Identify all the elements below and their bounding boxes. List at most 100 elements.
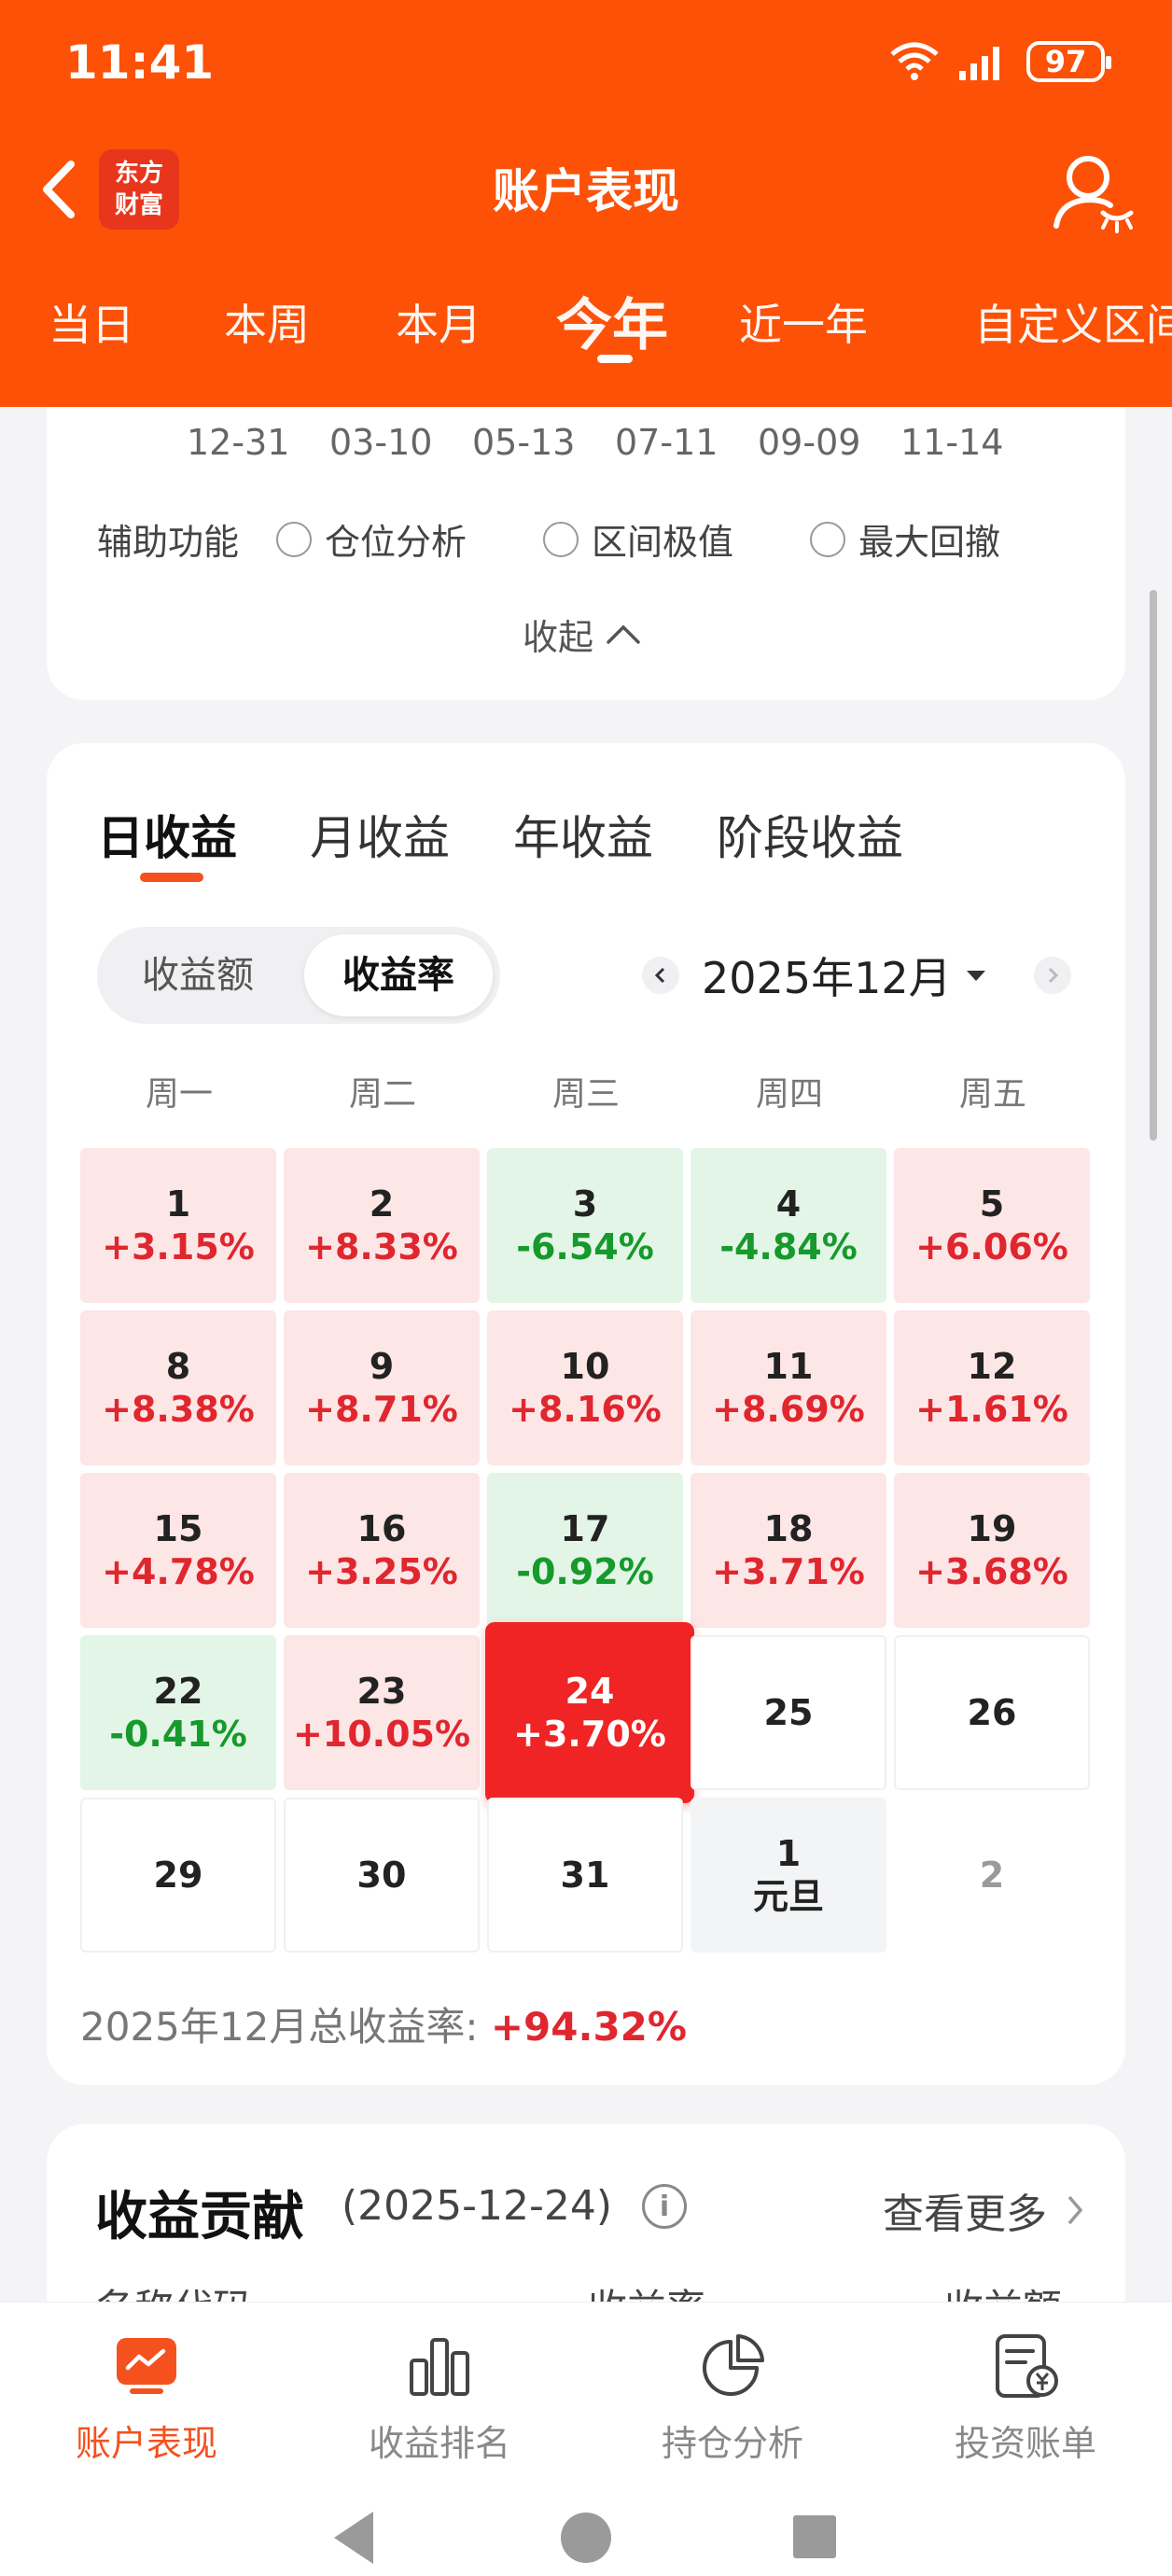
x-tick-label: 09-09 <box>758 422 861 463</box>
day-return: -4.84% <box>719 1226 858 1267</box>
subtab-daily[interactable]: 日收益 <box>97 811 237 865</box>
collapse-button[interactable]: 收起 <box>523 609 642 660</box>
radio-icon[interactable] <box>543 521 579 557</box>
system-back-icon <box>334 2512 373 2564</box>
day-number: 8 <box>165 1346 191 1387</box>
calendar-day[interactable]: 30 <box>284 1798 480 1953</box>
calendar-day[interactable]: 2 <box>894 1798 1090 1953</box>
tab-last-year[interactable]: 近一年 <box>739 300 868 350</box>
day-number: 25 <box>763 1692 814 1733</box>
day-number: 1 <box>165 1183 191 1225</box>
calendar-day[interactable]: 10 +8.16% <box>487 1310 683 1465</box>
aux-option-max-drawdown[interactable]: 最大回撤 <box>810 513 1000 565</box>
day-number: 17 <box>560 1508 610 1549</box>
tab-this-week[interactable]: 本周 <box>224 300 310 350</box>
calendar-day[interactable]: 12 +1.61% <box>894 1310 1090 1465</box>
day-return: +8.38% <box>102 1389 255 1430</box>
calendar-day[interactable]: 17 -0.92% <box>487 1473 683 1628</box>
calendar-day[interactable]: 1 元旦 <box>691 1798 886 1953</box>
prev-month-button[interactable] <box>642 957 679 994</box>
weekday-label: 周三 <box>551 1075 620 1113</box>
calendar-day-selected[interactable]: 24 +3.70% <box>485 1622 694 1803</box>
tab-this-month[interactable]: 本月 <box>396 300 481 350</box>
radio-icon[interactable] <box>810 521 846 557</box>
day-return: +3.68% <box>915 1551 1068 1592</box>
calendar-day[interactable]: 22 -0.41% <box>80 1635 276 1790</box>
nav-investment-bill[interactable]: 投资账单 <box>909 2331 1142 2466</box>
calendar-day[interactable]: 3 -6.54% <box>487 1148 683 1303</box>
subtab-monthly[interactable]: 月收益 <box>310 811 450 865</box>
calendar-day[interactable]: 23 +10.05% <box>284 1635 480 1790</box>
day-number: 30 <box>356 1855 407 1896</box>
scrollbar[interactable] <box>1150 590 1157 1141</box>
nav-label: 投资账单 <box>954 2423 1096 2464</box>
app-logo: 东方 财富 <box>99 149 179 230</box>
day-return: +8.16% <box>509 1389 662 1430</box>
day-return: +8.71% <box>305 1389 458 1430</box>
day-number: 11 <box>763 1346 814 1387</box>
metric-toggle: 收益额 收益率 <box>97 927 500 1024</box>
x-tick-label: 11-14 <box>900 422 1004 463</box>
radio-icon[interactable] <box>276 521 313 557</box>
day-return: +3.25% <box>305 1551 458 1592</box>
next-month-button[interactable] <box>1033 957 1071 994</box>
month-selector[interactable]: 2025年12月 <box>702 953 952 1003</box>
subtab-period[interactable]: 阶段收益 <box>717 811 903 865</box>
calendar-day[interactable]: 9 +8.71% <box>284 1310 480 1465</box>
toggle-rate[interactable]: 收益率 <box>304 934 493 1016</box>
caret-down-icon[interactable] <box>966 970 985 981</box>
nav-holdings-analysis[interactable]: 持仓分析 <box>616 2331 849 2466</box>
weekday-label: 周一 <box>145 1075 213 1113</box>
day-number: 3 <box>572 1183 598 1225</box>
calendar-day[interactable]: 29 <box>80 1798 276 1953</box>
day-number: 23 <box>356 1671 407 1712</box>
day-number: 19 <box>967 1508 1017 1549</box>
month-navigator: 2025年12月 <box>642 943 1071 1008</box>
calendar-day[interactable]: 11 +8.69% <box>691 1310 886 1465</box>
user-privacy-icon[interactable] <box>1051 149 1135 233</box>
calendar-day[interactable]: 31 <box>487 1798 683 1953</box>
tab-today[interactable]: 当日 <box>49 300 134 350</box>
calendar-day[interactable]: 18 +3.71% <box>691 1473 886 1628</box>
day-number: 2 <box>369 1183 395 1225</box>
calendar-day[interactable]: 15 +4.78% <box>80 1473 276 1628</box>
aux-option-position[interactable]: 仓位分析 <box>276 513 467 565</box>
day-return: -0.92% <box>516 1551 654 1592</box>
calendar-day[interactable]: 25 <box>691 1635 886 1790</box>
weekday-label: 周二 <box>348 1075 416 1113</box>
subtab-yearly[interactable]: 年收益 <box>513 811 653 865</box>
pie-chart-icon <box>703 2334 764 2396</box>
nav-return-ranking[interactable]: 收益排名 <box>323 2331 556 2466</box>
calendar-day[interactable]: 2 +8.33% <box>284 1148 480 1303</box>
calendar-day[interactable]: 26 <box>894 1635 1090 1790</box>
see-more-label: 查看更多 <box>883 2191 1047 2238</box>
calendar-day[interactable]: 1 +3.15% <box>80 1148 276 1303</box>
day-number: 16 <box>356 1508 407 1549</box>
weekday-label: 周五 <box>958 1075 1026 1113</box>
chevron-up-icon <box>607 624 640 644</box>
system-home-icon <box>561 2513 611 2563</box>
logo-line1: 东方 <box>114 160 163 188</box>
see-more-link[interactable]: 查看更多 <box>883 2180 1084 2240</box>
tab-custom-range[interactable]: 自定义区间 <box>974 300 1172 350</box>
aux-option-range-extreme[interactable]: 区间极值 <box>543 513 733 565</box>
collapse-label: 收起 <box>523 617 594 658</box>
day-number: 5 <box>979 1183 1005 1225</box>
chart-card <box>47 373 1125 700</box>
tab-this-year[interactable]: 今年 <box>556 293 668 358</box>
toggle-amount[interactable]: 收益额 <box>142 954 254 997</box>
calendar-day[interactable]: 8 +8.38% <box>80 1310 276 1465</box>
calendar-day[interactable]: 4 -4.84% <box>691 1148 886 1303</box>
chart-x-axis-labels: 12-31 03-10 05-13 07-11 09-09 11-14 <box>187 422 1043 463</box>
x-tick-label: 03-10 <box>329 422 433 463</box>
info-icon[interactable]: i <box>642 2184 687 2229</box>
status-icons: 97 <box>888 41 1111 82</box>
back-icon[interactable] <box>35 157 82 222</box>
contribution-title: 收益贡献 <box>95 2187 304 2247</box>
calendar-day[interactable]: 5 +6.06% <box>894 1148 1090 1303</box>
calendar-day[interactable]: 16 +3.25% <box>284 1473 480 1628</box>
day-number: 18 <box>763 1508 814 1549</box>
nav-account-performance[interactable]: 账户表现 <box>30 2331 263 2466</box>
calendar-day[interactable]: 19 +3.68% <box>894 1473 1090 1628</box>
active-tab-indicator <box>597 355 633 363</box>
